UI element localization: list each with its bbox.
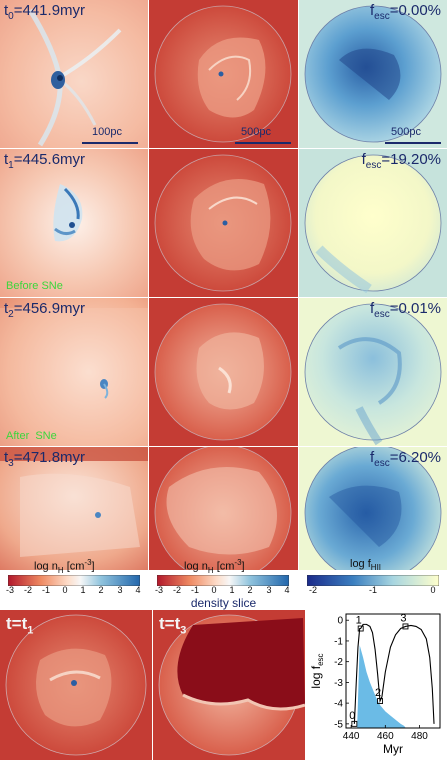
y-tick-label: -4 <box>334 699 343 710</box>
panel-row3-mid <box>149 447 298 570</box>
density-slice-t1: t=t1 <box>0 610 152 760</box>
colorbar-ticks-mid: -3 -2 -1 0 1 2 3 4 <box>154 585 290 595</box>
marker-1 <box>357 625 364 632</box>
marker-2 <box>377 698 383 705</box>
panel-row3-zoom <box>0 447 148 570</box>
scale-label: 100pc <box>92 126 122 138</box>
time-label-row1: t1=445.6myr <box>4 151 86 171</box>
panel-row1-mid <box>149 149 298 297</box>
panel-row3-hii <box>299 447 447 570</box>
y-tick-label: 0 <box>337 616 343 627</box>
x-tick-label: 460 <box>377 731 394 742</box>
y-tick-label: -1 <box>334 636 343 647</box>
scale-label: 500pc <box>391 126 421 138</box>
marker-label-3: 3 <box>400 612 406 624</box>
panel-row2-mid <box>149 298 298 446</box>
panel-row2-zoom <box>0 298 148 446</box>
x-axis-label: Myr <box>383 742 403 756</box>
scale-bar-500pc <box>385 142 441 144</box>
marker-0 <box>351 720 358 727</box>
colorbar-ticks-right: -2 -1 0 <box>308 585 436 595</box>
panel-row0-mid: 500pc <box>149 0 298 148</box>
y-tick-label: -2 <box>334 657 343 668</box>
colorbar-title-left: log nH [cm-3] <box>34 558 95 575</box>
time-label-row2: t2=456.9myr <box>4 300 86 320</box>
note-label-row2: After SNe <box>6 430 57 442</box>
colorbar-right <box>306 573 440 587</box>
y-axis-label: log fesc <box>309 653 325 688</box>
colorbar-title-mid: log nH [cm-3] <box>184 558 245 575</box>
panel-row2-hii <box>299 298 447 446</box>
x-tick-label: 480 <box>411 731 428 742</box>
fesc-label-row2: fesc=0.01% <box>369 300 441 320</box>
panel-row1-zoom <box>0 149 148 297</box>
density-slice-title: density slice <box>190 596 257 610</box>
time-label-row3: t3=471.8myr <box>4 449 86 469</box>
bottom-label-t3: t=t3 <box>159 614 187 637</box>
density-slice-t3: t=t3 <box>153 610 305 760</box>
panel-row1-hii <box>299 149 447 297</box>
series-line-0 <box>353 623 435 724</box>
marker-label-2: 2 <box>375 687 381 699</box>
fesc-plot: 0 1 2 3 440 460 480 0 -1 -2 -3 -4 -5 Myr log fesc <box>306 604 447 760</box>
marker-3 <box>402 623 409 630</box>
scale-label: 500pc <box>241 126 271 138</box>
colorbar-mid <box>156 573 290 587</box>
colorbar-title-right: log fHII <box>350 558 382 573</box>
scale-bar-500pc <box>235 142 291 144</box>
fesc-label-row1: fesc=19.20% <box>361 151 441 171</box>
panel-row0-hii: 500pc <box>299 0 447 148</box>
fesc-label-row3: fesc=6.20% <box>369 449 441 469</box>
bottom-label-t1: t=t1 <box>6 614 34 637</box>
plot-frame <box>345 613 441 729</box>
fesc-area <box>357 645 406 728</box>
y-tick-label: -5 <box>334 719 343 730</box>
marker-label-0: 0 <box>349 710 355 722</box>
colorbar-left <box>7 573 141 587</box>
note-label-row1: Before SNe <box>6 280 63 292</box>
y-tick-label: -3 <box>334 678 343 689</box>
panel-row0-zoom: 100pc <box>0 0 148 148</box>
fesc-chart: 0 1 2 3 440 460 480 0 -1 -2 -3 -4 -5 Myr log fesc <box>309 612 441 756</box>
marker-label-1: 1 <box>356 615 362 627</box>
x-tick-label: 440 <box>343 731 360 742</box>
scale-bar-100pc <box>82 142 138 144</box>
time-label-row0: t0=441.9myr <box>4 2 86 22</box>
fesc-label-row0: fesc=0.00% <box>369 2 441 22</box>
colorbar-ticks-left: -3 -2 -1 0 1 2 3 4 <box>5 585 141 595</box>
